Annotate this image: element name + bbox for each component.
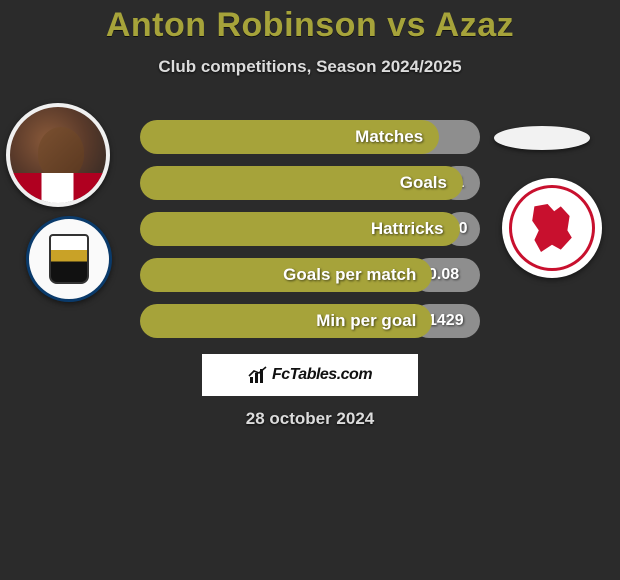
stat-bar-left: Min per goal [140,304,432,338]
club-left-badge [26,216,112,302]
stat-label: Min per goal [316,311,416,331]
stat-row: 12Matches [140,120,480,154]
stat-value: 0 [459,220,468,238]
stat-value: 0.08 [428,266,459,284]
stat-label: Hattricks [371,219,444,239]
player-left-avatar [6,103,110,207]
stat-label: Goals per match [283,265,416,285]
chart-icon [248,366,268,384]
stat-value: 1429 [428,312,464,330]
stat-bar-left: Hattricks [140,212,460,246]
comparison-title: Anton Robinson vs Azaz [0,6,620,45]
stat-row: 1429 Min per goal [140,304,480,338]
club-left-badge-inner [49,234,89,284]
stat-bar-left: Goals [140,166,463,200]
player-right-avatar [494,126,590,150]
stat-row: 0 Hattricks [140,212,480,246]
watermark-text: FcTables.com [272,366,372,384]
stat-bar-left: Goals per match [140,258,432,292]
comparison-date: 28 october 2024 [0,409,620,429]
stat-row: 1Goals [140,166,480,200]
watermark: FcTables.com [202,354,418,396]
stat-row: 0.08 Goals per match [140,258,480,292]
club-right-badge-inner [509,185,595,271]
stat-label: Goals [400,173,447,193]
stat-bar-left: Matches [140,120,439,154]
stat-label: Matches [355,127,423,147]
stats-bars: 12Matches 1Goals 0 Hattricks 0.08 Goals per m… [140,120,480,350]
comparison-subtitle: Club competitions, Season 2024/2025 [0,57,620,77]
club-right-badge [502,178,602,278]
